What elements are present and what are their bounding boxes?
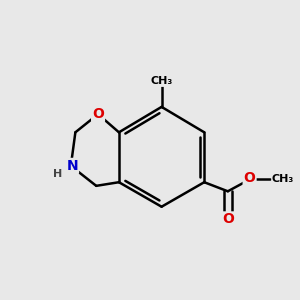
Text: CH₃: CH₃ [151,76,173,86]
Text: O: O [244,171,256,185]
Text: H: H [53,169,62,178]
Text: N: N [66,159,78,173]
Text: O: O [92,107,104,121]
Text: CH₃: CH₃ [272,175,294,184]
Text: O: O [222,212,234,226]
